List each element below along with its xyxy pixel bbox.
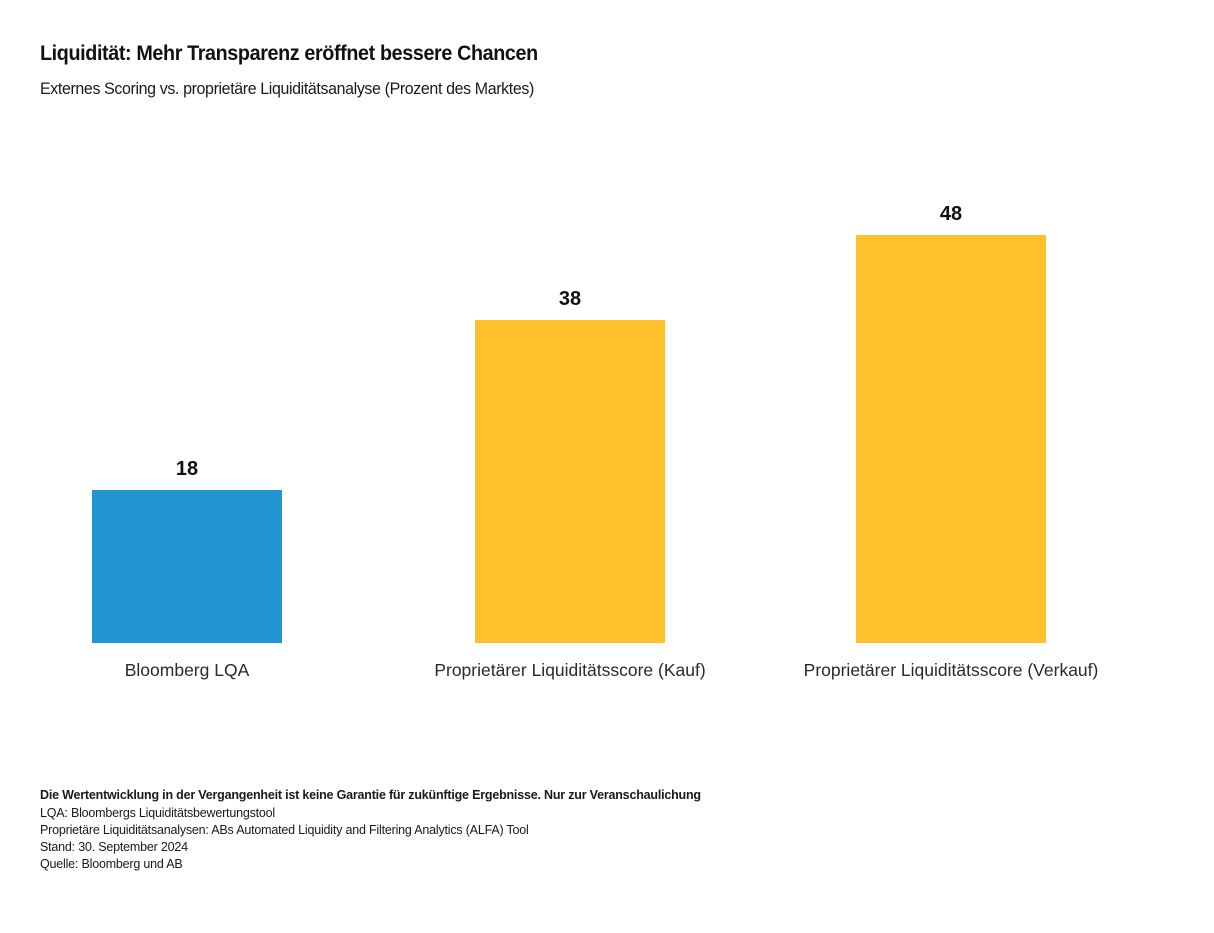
footnote-source: Quelle: Bloomberg und AB: [40, 857, 183, 871]
bar-bloomberg-lqa: [92, 490, 282, 643]
bar-group-liquiditaetsscore-verkauf: 48 Proprietärer Liquiditätsscore (Verkau…: [804, 203, 1099, 680]
bar-group-bloomberg-lqa: 18 Bloomberg LQA: [92, 458, 282, 680]
bar-category-label: Proprietärer Liquiditätsscore (Verkauf): [803, 660, 1099, 680]
footnote-date: Stand: 30. September 2024: [40, 840, 188, 854]
bar-value-label: 18: [175, 458, 199, 480]
footnotes: Die Wertentwicklung in der Vergangenheit…: [40, 788, 701, 875]
bar-liquiditaetsscore-verkauf: [856, 235, 1046, 643]
footnote-lqa: LQA: Bloombergs Liquiditätsbewertungstoo…: [40, 806, 275, 820]
disclaimer-text: Die Wertentwicklung in der Vergangenheit…: [40, 788, 701, 802]
bar-group-liquiditaetsscore-kauf: 38 Proprietärer Liquiditätsscore (Kauf): [434, 288, 705, 680]
bar-liquiditaetsscore-kauf: [475, 320, 665, 643]
bar-category-label: Proprietärer Liquiditätsscore (Kauf): [434, 660, 706, 680]
bar-category-label: Bloomberg LQA: [124, 660, 250, 680]
bar-value-label: 38: [558, 288, 582, 310]
chart-title: Liquidität: Mehr Transparenz eröffnet be…: [40, 42, 538, 65]
chart-subtitle: Externes Scoring vs. proprietäre Liquidi…: [40, 79, 534, 98]
footnote-proprietary: Proprietäre Liquiditätsanalysen: ABs Aut…: [40, 823, 529, 837]
bar-value-label: 48: [939, 203, 963, 225]
chart-header: Liquidität: Mehr Transparenz eröffnet be…: [40, 42, 570, 99]
